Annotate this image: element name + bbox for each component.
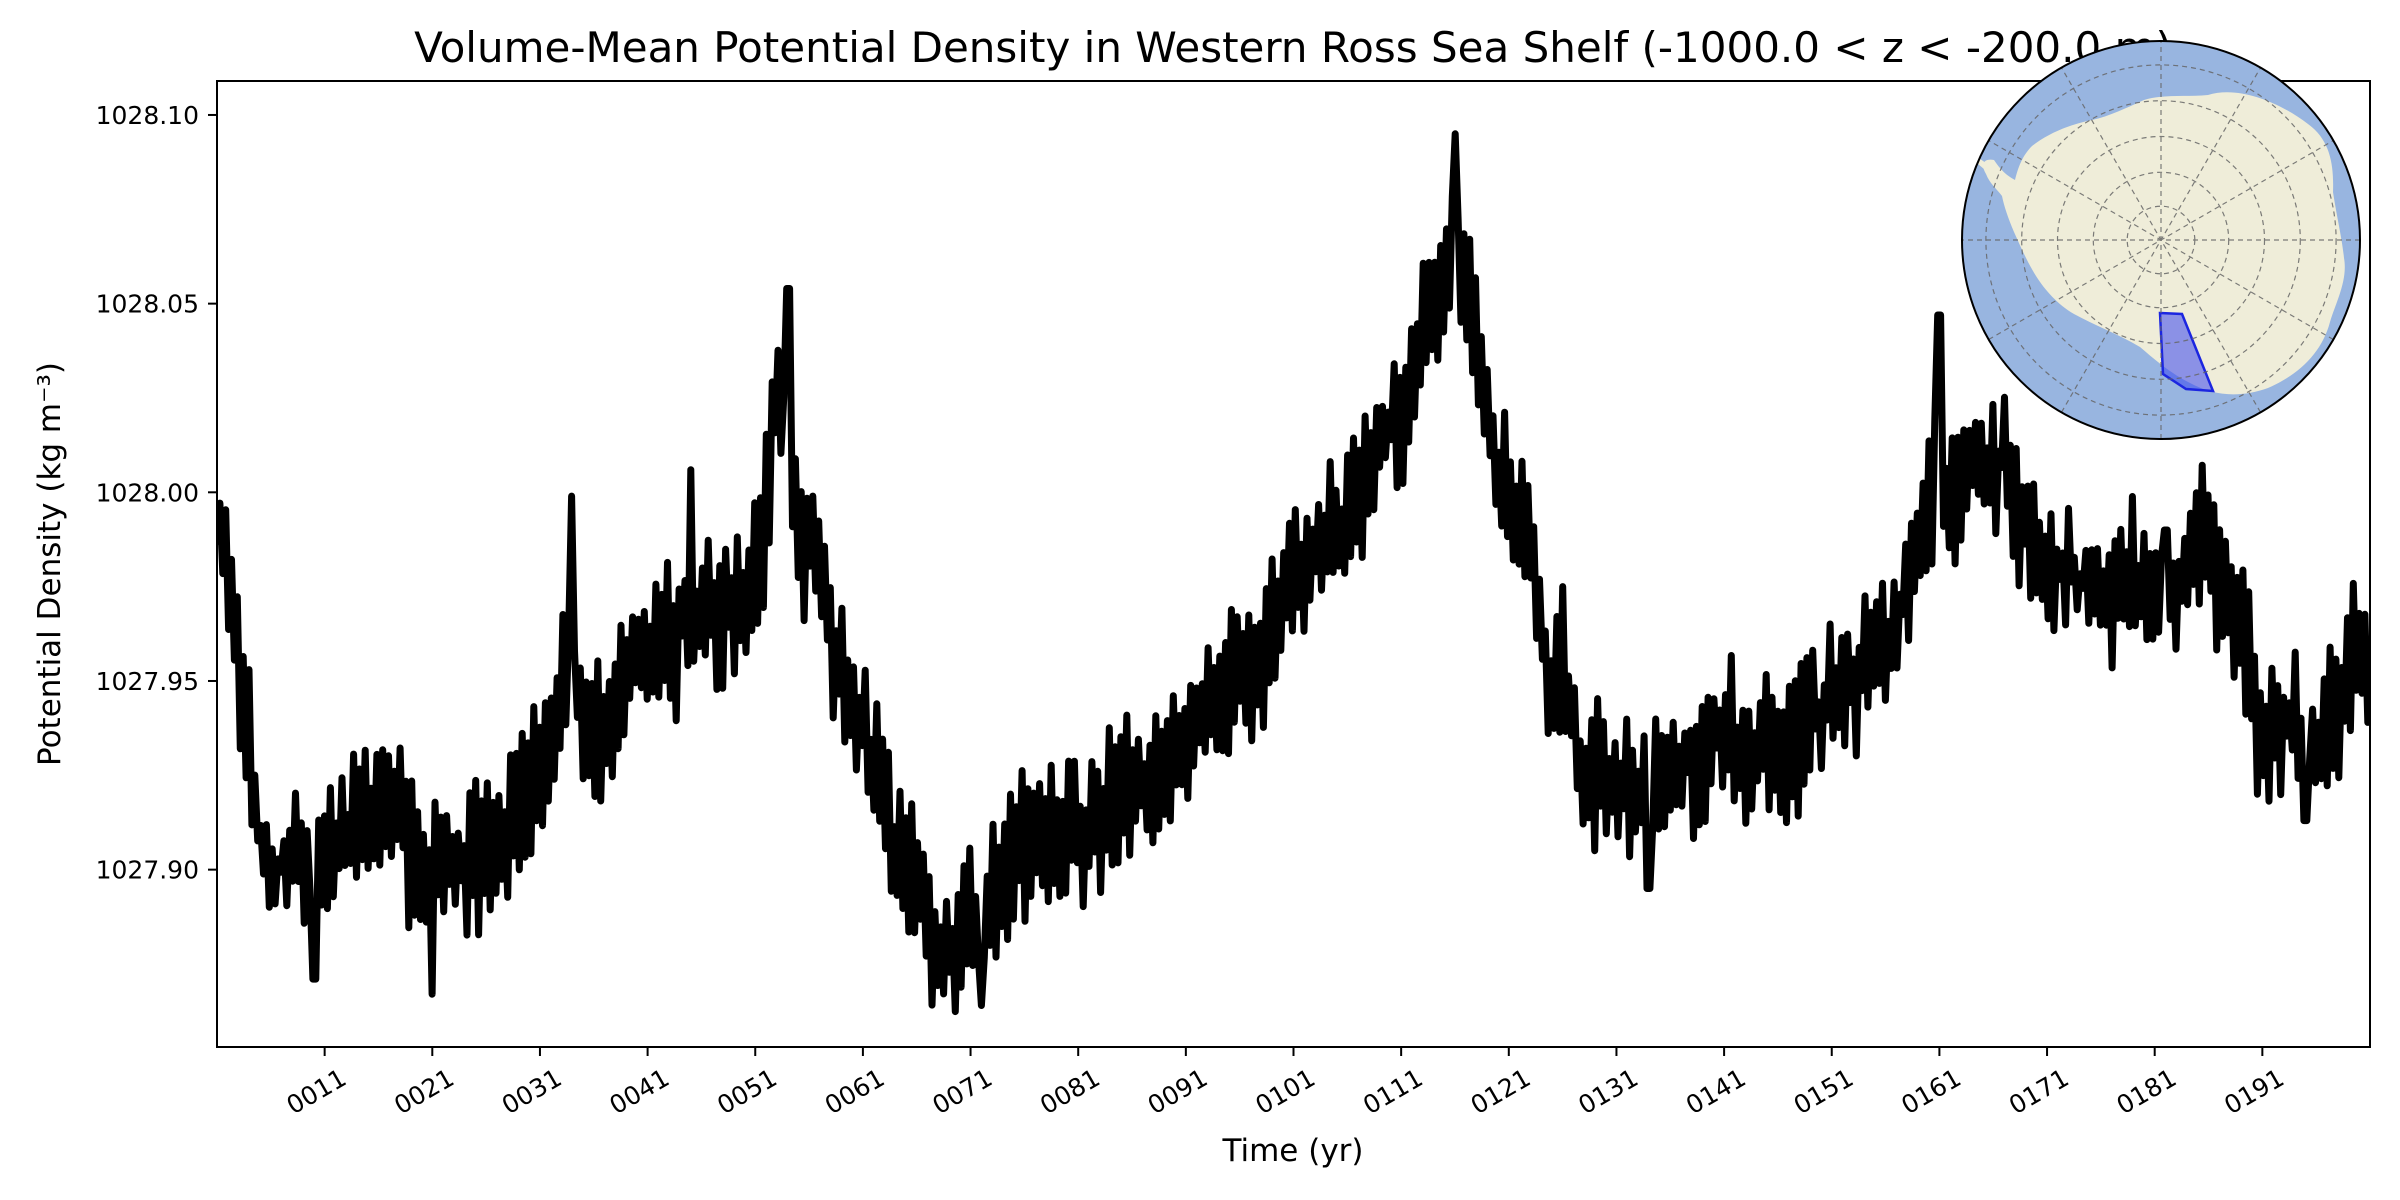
- inset-parallel: [2056, 135, 2266, 345]
- x-tick-label: 0161: [1896, 1063, 1966, 1120]
- inset-graticule: [1962, 41, 2360, 439]
- x-tick-label: 0121: [1466, 1063, 1536, 1120]
- y-tick-label: 1028.00: [96, 478, 199, 507]
- x-tick-label: 0021: [389, 1063, 459, 1120]
- x-tick-label: 0181: [2112, 1063, 2182, 1120]
- y-tick-label: 1027.95: [96, 667, 199, 696]
- x-tick-label: 0111: [1358, 1063, 1428, 1120]
- y-tick-label: 1027.90: [96, 856, 199, 885]
- inset-parallel: [2021, 100, 2301, 380]
- inset-antarctica: [1983, 92, 2345, 395]
- x-tick-label: 0151: [1789, 1063, 1859, 1120]
- inset-polar-map: [1961, 40, 2361, 440]
- x-tick-label: 0031: [497, 1063, 567, 1120]
- inset-meridian: [1988, 139, 2334, 341]
- x-tick-label: 0141: [1681, 1063, 1751, 1120]
- inset-parallel: [2092, 171, 2230, 309]
- x-tick-label: 0071: [927, 1063, 997, 1120]
- x-axis: 0011 0021 0031 0041 0051 0061 0071 0081 0091 0101…: [282, 1047, 2289, 1120]
- inset-antarctic-peninsula: [1962, 148, 2005, 192]
- inset-frame: [1961, 40, 2361, 440]
- inset-parallel: [1985, 64, 2337, 416]
- y-tick-label: 1028.10: [96, 101, 199, 130]
- x-axis-label: Time (yr): [1222, 1133, 1364, 1169]
- x-tick-label: 0101: [1250, 1063, 1320, 1120]
- y-axis-label: Potential Density (kg m⁻³): [32, 362, 68, 766]
- y-tick-label: 1028.05: [96, 290, 199, 319]
- series-line: [217, 130, 2370, 1016]
- inset-western-ross-sea-region: [2158, 311, 2215, 393]
- x-tick-label: 0061: [820, 1063, 890, 1120]
- y-axis: 1027.90 1027.95 1028.00 1028.05 1028.10: [96, 101, 217, 885]
- x-tick-label: 0011: [282, 1063, 352, 1120]
- x-tick-label: 0081: [1035, 1063, 1105, 1120]
- x-tick-label: 0191: [2219, 1063, 2289, 1120]
- x-tick-label: 0041: [605, 1063, 675, 1120]
- x-tick-label: 0091: [1143, 1063, 1213, 1120]
- x-tick-label: 0171: [2004, 1063, 2074, 1120]
- x-tick-label: 0131: [1573, 1063, 1643, 1120]
- x-tick-label: 0051: [712, 1063, 782, 1120]
- chart-title: Volume-Mean Potential Density in Western…: [414, 23, 2172, 72]
